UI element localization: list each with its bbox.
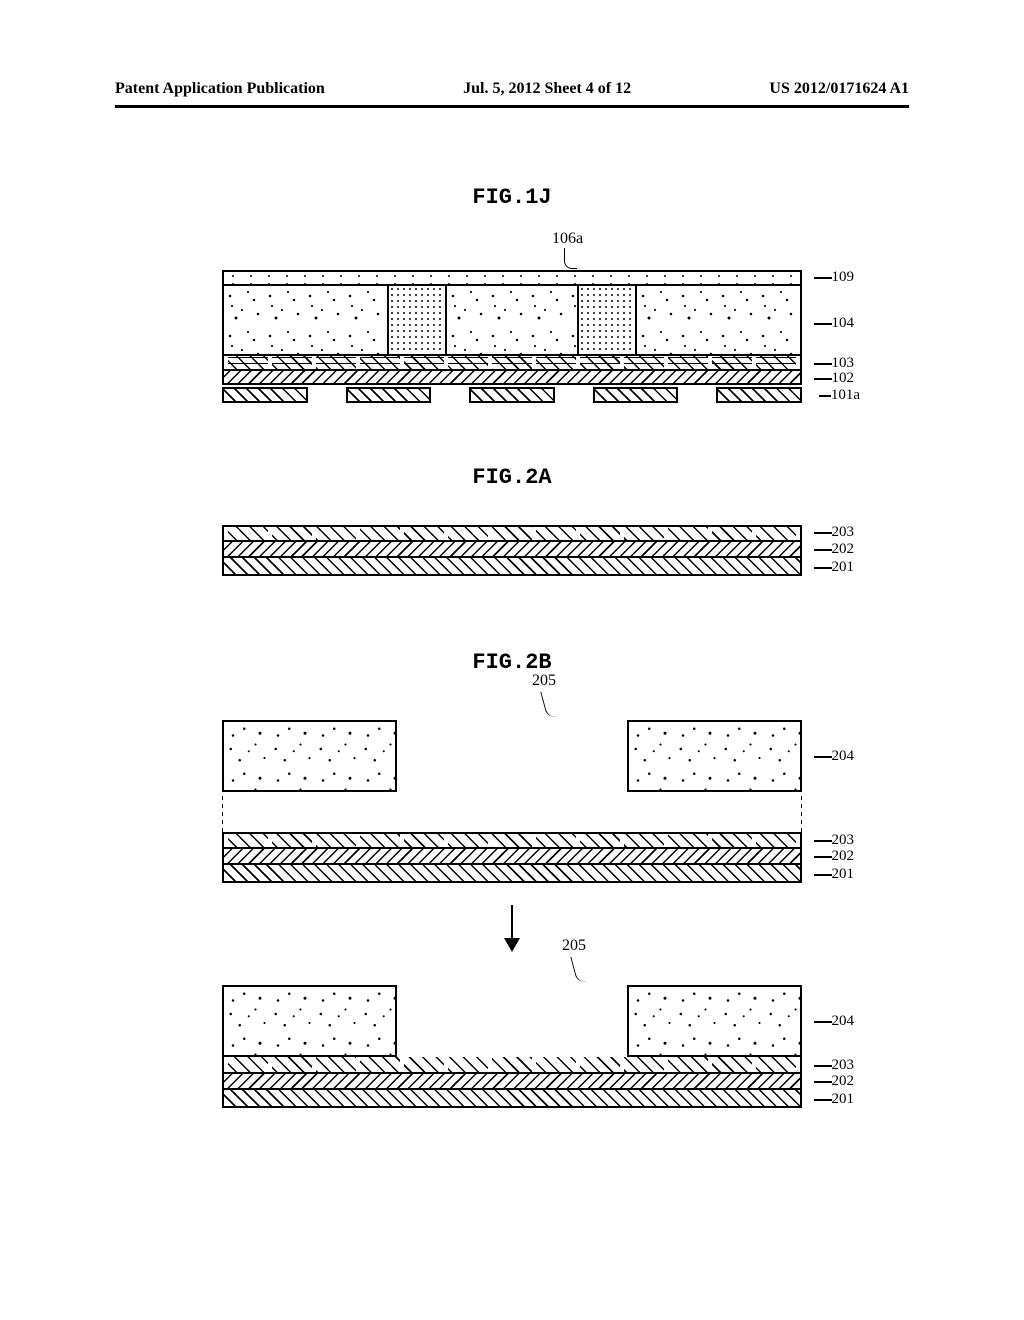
label-text-202: 202 (832, 1073, 855, 1089)
leader-line (814, 1021, 832, 1023)
label-text-102: 102 (832, 370, 855, 386)
layer-101a-block (716, 387, 802, 403)
leader-line (814, 567, 832, 569)
leader-line (814, 323, 832, 325)
layer-204-block (222, 985, 397, 1057)
leader-line (814, 756, 832, 758)
leader-line (814, 856, 832, 858)
layer-201 (222, 558, 802, 576)
arrow-down-icon (511, 905, 513, 950)
label-102: 102 (832, 370, 855, 387)
callout-205: 205 (562, 937, 586, 955)
fig2a-diagram: 203 202 201 (222, 525, 802, 576)
layer-203 (222, 1057, 802, 1074)
leader-line (814, 363, 832, 365)
label-text-201: 201 (832, 559, 855, 575)
label-202: 202 (832, 541, 855, 558)
label-text-109: 109 (832, 269, 855, 285)
label-text-203: 203 (832, 832, 855, 848)
label-text-103: 103 (832, 355, 855, 371)
label-201: 201 (832, 866, 855, 883)
callout-106a: 106a (552, 230, 583, 248)
label-text-101a: 101a (831, 387, 860, 403)
header-right: US 2012/0171624 A1 (769, 80, 909, 98)
label-202: 202 (832, 1073, 855, 1090)
leader-line (814, 378, 832, 380)
speckle-region (637, 286, 800, 354)
layer-204-row (222, 985, 802, 1057)
layer-204-block (627, 985, 802, 1057)
fig2a-label: FIG.2A (0, 465, 1024, 490)
label-text-202: 202 (832, 848, 855, 864)
layer-104 (222, 286, 802, 356)
layer-101a-row (222, 387, 802, 403)
layer-204-block (627, 720, 802, 792)
label-text-201: 201 (832, 866, 855, 882)
dotted-block-106a (387, 286, 447, 354)
label-202: 202 (832, 848, 855, 865)
leader-line (814, 1099, 832, 1101)
leader-line (814, 874, 832, 876)
fig2b-bottom-stack (222, 832, 802, 883)
leader-line (814, 277, 832, 279)
callout-205: 205 (532, 672, 556, 690)
layer-201 (222, 865, 802, 883)
layer-201 (222, 1090, 802, 1108)
layer-203 (222, 525, 802, 542)
leader-line (814, 840, 832, 842)
speckle-region (224, 286, 387, 354)
layer-202 (222, 1074, 802, 1090)
leader-line (819, 395, 831, 397)
label-text-104: 104 (832, 315, 855, 331)
label-text-201: 201 (832, 1091, 855, 1107)
layer-101a-block (593, 387, 679, 403)
label-text-203: 203 (832, 524, 855, 540)
layer-204-block (222, 720, 397, 792)
label-text-204: 204 (832, 748, 855, 764)
label-text-204: 204 (832, 1013, 855, 1029)
page-header: Patent Application Publication Jul. 5, 2… (0, 80, 1024, 98)
fig2b-diagram-2: 205 204 203 202 201 (222, 985, 802, 1108)
fig1j-stack (222, 270, 802, 403)
label-201: 201 (832, 559, 855, 576)
layer-101a-block (346, 387, 432, 403)
layer-204-row (222, 720, 802, 792)
header-center: Jul. 5, 2012 Sheet 4 of 12 (463, 80, 631, 98)
label-203: 203 (832, 524, 855, 541)
header-divider (115, 105, 909, 108)
dotted-block-106a (577, 286, 637, 354)
leader-line (814, 532, 832, 534)
label-104: 104 (832, 315, 855, 332)
label-203: 203 (832, 832, 855, 849)
leader-line (814, 1081, 832, 1083)
layer-102 (222, 371, 802, 385)
layer-202 (222, 849, 802, 865)
fig1j-label: FIG.1J (0, 185, 1024, 210)
label-text-202: 202 (832, 541, 855, 557)
dashed-gap-lines (222, 792, 802, 832)
leader-line (814, 549, 832, 551)
fig2b-label: FIG.2B (0, 650, 1024, 675)
label-109: 109 (832, 269, 855, 286)
layer-103 (222, 356, 802, 371)
layer-109 (222, 270, 802, 286)
label-201: 201 (832, 1091, 855, 1108)
layer-101a-block (469, 387, 555, 403)
fig2b-diagram-1: 205 204 203 202 201 (222, 720, 802, 883)
header-left: Patent Application Publication (115, 80, 325, 98)
label-204: 204 (832, 748, 855, 765)
layer-101a-block (222, 387, 308, 403)
label-text-203: 203 (832, 1057, 855, 1073)
fig1j-diagram: 106a 109 104 103 102 (222, 270, 802, 403)
leader-line (814, 1065, 832, 1067)
label-203: 203 (832, 1057, 855, 1074)
layer-202 (222, 542, 802, 558)
label-101a: 101a (831, 387, 860, 404)
label-204: 204 (832, 1013, 855, 1030)
speckle-region (447, 286, 577, 354)
layer-203 (222, 832, 802, 849)
